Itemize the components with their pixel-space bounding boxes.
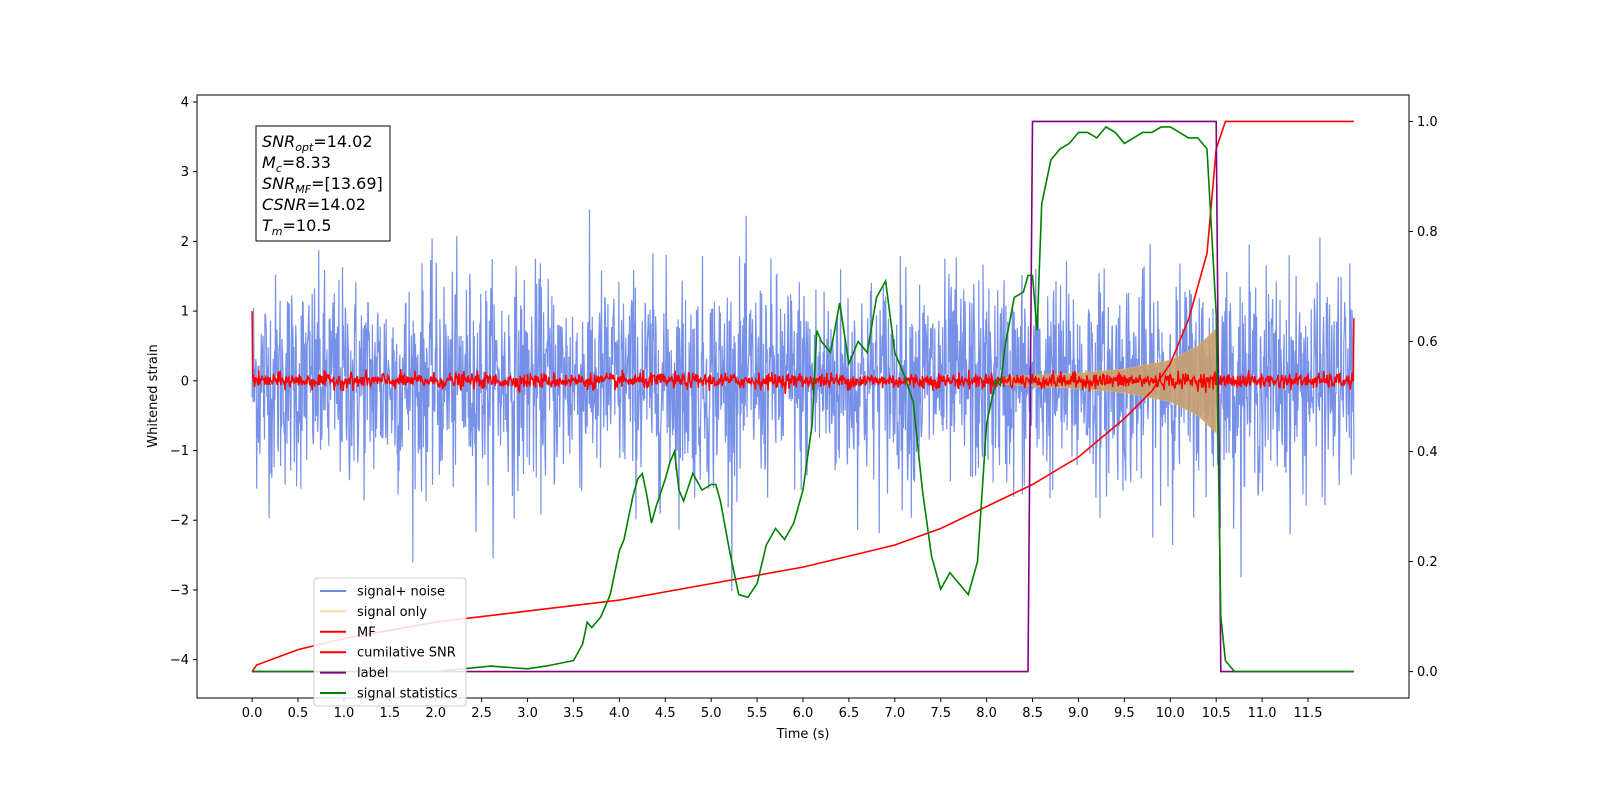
legend: signal+ noise signal only MF cumilative SNR… [313,577,467,707]
x-axis: 0.0 0.5 1.0 1.5 2.0 2.5 3.0 3.5 4.0 4.5 5.0 5.5 6.0 6… [242,698,1323,721]
mf-layer [251,311,1355,395]
noise-layer [251,209,1355,592]
y2-tick-label: 0.6 [1417,335,1438,350]
legend-frame [313,577,467,707]
x-tick-label: 1.5 [379,706,400,721]
y-tick-label: −2 [170,514,189,529]
y2-tick-label: 0.4 [1417,445,1438,460]
y-tick-label: 1 [181,305,189,320]
y-tick-label: −1 [170,444,189,459]
annotation-line: Tm=10.5 [262,216,332,238]
x-tick-label: 2.5 [471,706,492,721]
y2-tick-label: 0.8 [1417,225,1438,240]
legend-label: cumilative SNR [357,646,456,661]
x-tick-label: 6.5 [839,706,860,721]
y-axis-right: 1.0 0.8 0.6 0.4 0.2 0.0 [1409,115,1438,680]
x-tick-label: 11.0 [1248,706,1277,721]
legend-label: signal statistics [357,687,458,702]
y-axis-left: 4 3 2 1 0 −1 −2 −3 −4 [170,95,197,668]
y-tick-label: −3 [170,583,189,598]
x-tick-label: 8.5 [1022,706,1043,721]
x-tick-label: 9.0 [1068,706,1089,721]
x-tick-label: 3.5 [563,706,584,721]
y2-tick-label: 1.0 [1417,115,1438,130]
x-tick-label: 7.0 [884,706,905,721]
x-tick-label: 0.5 [288,706,309,721]
y-axis-label: Whitened strain [146,344,161,447]
y2-tick-label: 0.0 [1417,665,1438,680]
annotation-frame [255,125,391,242]
x-tick-label: 4.0 [609,706,630,721]
x-tick-label: 11.5 [1294,706,1323,721]
x-tick-label: 9.5 [1114,706,1135,721]
annotation-line: CSNR=14.02 [262,195,366,214]
series-label-line [252,120,1354,673]
legend-label: signal+ noise [357,585,445,600]
series-signal-noise-line [251,209,1355,592]
x-axis-label: Time (s) [776,727,830,742]
annotation-box: SNRopt=14.02Mc=8.33SNRMF=[13.69]CSNR=14.… [255,125,391,242]
annotation-line: SNRopt=14.02 [262,132,373,154]
annotation-line: Mc=8.33 [262,153,331,175]
legend-label: MF [357,625,376,640]
x-tick-label: 2.0 [425,706,446,721]
y-tick-label: 4 [181,95,189,110]
series-signal-statistics-line [252,125,1354,673]
x-tick-label: 5.0 [701,706,722,721]
x-tick-label: 5.5 [747,706,768,721]
x-tick-label: 3.0 [517,706,538,721]
x-tick-label: 0.0 [242,706,263,721]
y-tick-label: 3 [181,165,189,180]
y-tick-label: 2 [181,235,189,250]
x-tick-label: 10.0 [1156,706,1185,721]
y-tick-label: −4 [170,653,189,668]
y-tick-label: 0 [181,374,189,389]
legend-label: signal only [357,605,427,620]
annotation-line: SNRMF=[13.69] [262,174,383,196]
series-mf-line [251,311,1355,395]
x-tick-label: 7.5 [930,706,951,721]
x-tick-label: 8.0 [976,706,997,721]
x-tick-label: 4.5 [655,706,676,721]
legend-label: label [357,666,388,681]
x-tick-label: 6.0 [793,706,814,721]
y2-tick-label: 0.2 [1417,555,1438,570]
x-tick-label: 10.5 [1202,706,1231,721]
x-tick-label: 1.0 [334,706,355,721]
